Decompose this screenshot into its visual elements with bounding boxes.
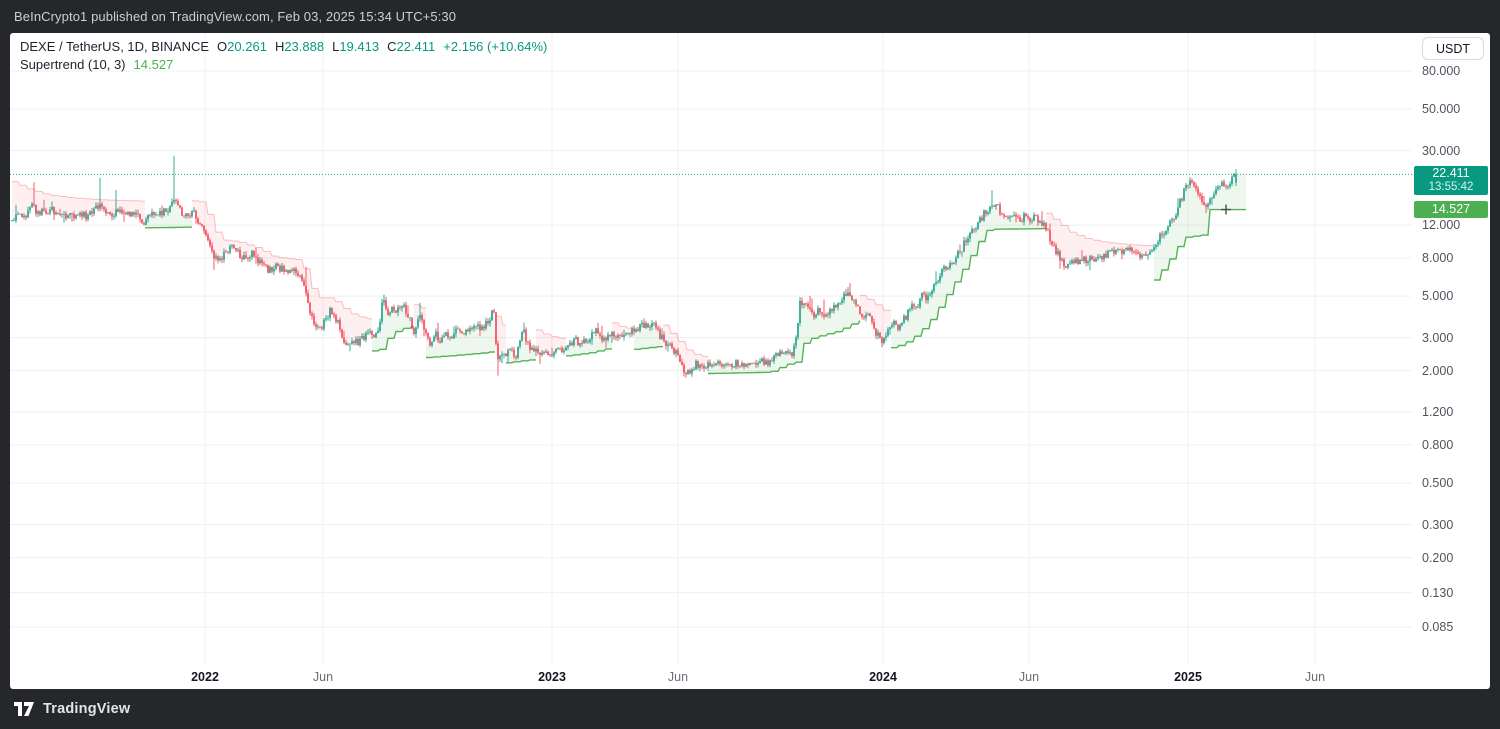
footer-bar: TradingView xyxy=(0,689,1500,729)
supertrend-up-line xyxy=(506,359,536,364)
supertrend-down-fill xyxy=(1046,213,1154,268)
supertrend-up-line xyxy=(145,226,192,229)
time-tick-label: Jun xyxy=(667,670,689,684)
supertrend-badge: 14.527 xyxy=(1414,201,1488,219)
cross-marker xyxy=(1221,204,1231,215)
supertrend-down-line xyxy=(612,322,634,329)
supertrend-up-line xyxy=(708,320,861,375)
candles-group xyxy=(11,155,1237,378)
trend-end-cross-icon xyxy=(1221,204,1231,215)
ohlc-low: L19.413 xyxy=(332,39,380,54)
supertrend-down-fill xyxy=(192,200,372,346)
price-tick-label: 0.200 xyxy=(1422,550,1454,565)
indicator-name[interactable]: Supertrend (10, 3) xyxy=(20,57,126,72)
supertrend-up-fill xyxy=(566,328,612,356)
supertrend-down-line xyxy=(1046,212,1154,247)
supertrend-up-line xyxy=(566,348,612,357)
time-tick-label: Jun xyxy=(1018,670,1040,684)
time-tick-label: 2024 xyxy=(869,670,897,684)
candle-countdown: 13:55:42 xyxy=(1428,181,1474,194)
supertrend-down-line xyxy=(860,294,891,311)
supertrend-down-line xyxy=(192,200,372,320)
supertrend-up-line xyxy=(891,227,1046,349)
ohlc-open: O20.261 xyxy=(217,39,267,54)
price-tick-label: 50.000 xyxy=(1422,102,1461,117)
supertrend-down-line xyxy=(536,329,566,339)
price-tick-label: 0.500 xyxy=(1422,476,1454,491)
price-tick-label: 0.085 xyxy=(1422,620,1454,635)
symbol-title[interactable]: DEXE / TetherUS, 1D, BINANCE xyxy=(20,39,210,54)
supertrend-up-fill xyxy=(506,329,536,363)
time-tick-label: 2025 xyxy=(1174,670,1202,684)
supertrend-down-fill xyxy=(536,329,566,356)
gridlines xyxy=(10,33,1412,664)
attribution-bar: BeInCrypto1 published on TradingView.com… xyxy=(0,0,1500,33)
supertrend-up-fill xyxy=(145,200,192,228)
ohlc-close: C22.411 xyxy=(387,39,436,54)
currency-toggle-button[interactable]: USDT xyxy=(1422,37,1484,60)
change-value: +2.156 (+10.64%) xyxy=(443,39,548,54)
chart-legend: DEXE / TetherUS, 1D, BINANCE O20.261 H23… xyxy=(20,38,547,74)
price-tick-label: 30.000 xyxy=(1422,143,1461,158)
tradingview-logo-icon[interactable] xyxy=(13,699,35,719)
supertrend-up-fill xyxy=(708,292,860,374)
time-tick-label: Jun xyxy=(1304,670,1326,684)
supertrend-down-fill xyxy=(860,295,891,344)
last-price-value: 22.411 xyxy=(1432,166,1470,181)
supertrend-up-line xyxy=(426,351,495,359)
price-axis[interactable]: 80.000 50.000 30.000 12.000 8.000 5.000 3.000 2… xyxy=(1412,33,1490,689)
chart-card: DEXE / TetherUS, 1D, BINANCE O20.261 H23… xyxy=(10,33,1490,689)
supertrend-down-line xyxy=(495,315,506,326)
price-tick-label: 2.000 xyxy=(1422,363,1454,378)
supertrend-down-fill xyxy=(663,325,708,375)
supertrend-down-line xyxy=(663,324,708,357)
up-candle-wicks xyxy=(11,155,1237,377)
supertrend-up-fill xyxy=(426,310,495,358)
price-tick-label: 1.200 xyxy=(1422,405,1454,420)
price-tick-label: 0.800 xyxy=(1422,438,1454,452)
price-tick-label: 80.000 xyxy=(1422,64,1461,78)
last-price-badge: 22.411 13:55:42 xyxy=(1414,166,1488,196)
price-tick-label: 0.130 xyxy=(1422,585,1454,600)
price-tick-label: 8.000 xyxy=(1422,251,1454,265)
brand-name[interactable]: TradingView xyxy=(43,701,131,717)
ohlc-high: H23.888 xyxy=(274,39,325,54)
price-tick-label: 5.000 xyxy=(1422,289,1454,304)
supertrend-up-fill xyxy=(891,204,1046,348)
price-tick-label: 3.000 xyxy=(1422,330,1454,345)
price-tick-label: 12.000 xyxy=(1422,218,1461,233)
attribution-text: BeInCrypto1 published on TradingView.com… xyxy=(14,9,457,24)
supertrend-fills xyxy=(12,173,1246,375)
supertrend-down-fill xyxy=(414,304,426,334)
price-chart-svg[interactable] xyxy=(10,33,1490,689)
supertrend-up-line xyxy=(634,346,663,350)
supertrend-up-line xyxy=(372,326,414,352)
supertrend-down-fill xyxy=(612,322,634,338)
indicator-value: 14.527 xyxy=(133,57,174,72)
time-tick-label: Jun xyxy=(312,670,334,684)
price-tick-label: 0.300 xyxy=(1422,517,1454,532)
supertrend-up-fill xyxy=(1154,173,1246,280)
time-tick-label: 2023 xyxy=(538,670,566,684)
time-tick-label: 2022 xyxy=(191,670,219,684)
